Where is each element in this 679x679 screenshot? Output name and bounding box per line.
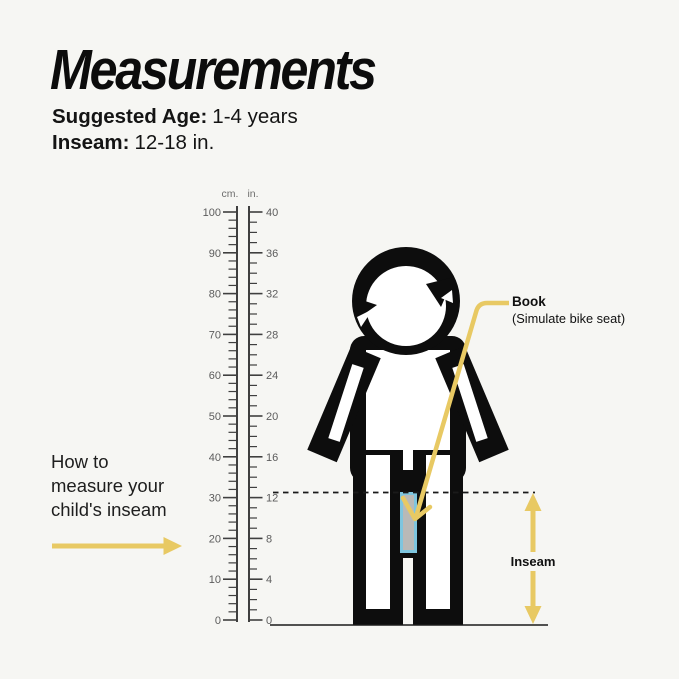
book-icon-pages [403, 495, 414, 550]
book-pointer-line [413, 300, 509, 518]
howto-text: How to measure your child's inseam [51, 450, 167, 522]
howto-line-2: measure your [51, 475, 165, 496]
cm-tick-label: 0 [215, 615, 221, 627]
cm-tick-label: 40 [209, 452, 221, 464]
figure-hair-notch-left [357, 309, 373, 327]
cm-unit-label: cm. [222, 188, 239, 200]
cm-tick-label: 80 [209, 289, 221, 301]
figure-hair-sideburn [356, 298, 377, 317]
figure-leg-left-interior [366, 455, 390, 609]
figure-hair-tuft [426, 277, 454, 307]
cm-tick-label: 60 [209, 370, 221, 382]
in-tick-label: 28 [266, 329, 278, 341]
book-callout: Book (Simulate bike seat) [512, 293, 625, 327]
arrow-right-icon [163, 537, 182, 555]
arrow-up-icon [524, 493, 542, 511]
cm-tick-label: 20 [209, 533, 221, 545]
inseam-measure-label: Inseam [506, 552, 560, 571]
in-tick-label: 20 [266, 411, 278, 423]
spec-suggested-age: Suggested Age: 1-4 years [52, 104, 298, 130]
howto-arrow [52, 537, 182, 555]
in-tick-label: 32 [266, 289, 278, 301]
in-tick-label: 24 [266, 370, 278, 382]
cm-tick-label: 50 [209, 411, 221, 423]
book-callout-title: Book [512, 294, 546, 309]
figure-hair-notch-right [441, 290, 453, 303]
page-title: Measurements [50, 38, 377, 102]
spec-inseam-value: 12-18 in. [134, 131, 215, 154]
figure-leg-right-interior [426, 455, 450, 609]
in-tick-label: 12 [266, 493, 278, 505]
cm-tick-label: 10 [209, 574, 221, 586]
in-unit-label: in. [247, 188, 258, 200]
cm-tick-label: 30 [209, 493, 221, 505]
howto-line-1: How to [51, 451, 109, 472]
in-tick-label: 36 [266, 248, 278, 260]
in-tick-label: 8 [266, 533, 272, 545]
spec-list: Suggested Age: 1-4 years Inseam: 12-18 in. [52, 104, 298, 156]
cm-tick-label: 100 [203, 207, 221, 219]
figure-arm-left-interior [328, 364, 364, 442]
book-pointer-arrowhead-icon [400, 495, 433, 522]
in-tick-label: 16 [266, 452, 278, 464]
figure-face [366, 266, 446, 346]
figure-arm-right-interior [452, 364, 488, 442]
in-tick-label: 0 [266, 615, 272, 627]
cm-tick-label: 90 [209, 248, 221, 260]
ruler: cm. in.1009080706050403020100403632282420… [203, 188, 279, 627]
spec-suggested-age-label: Suggested Age: [52, 105, 208, 128]
book-callout-subtitle: (Simulate bike seat) [512, 311, 626, 326]
in-tick-label: 40 [266, 207, 278, 219]
cm-tick-label: 70 [209, 329, 221, 341]
in-tick-label: 4 [266, 574, 272, 586]
spec-suggested-age-value: 1-4 years [212, 105, 298, 128]
spec-inseam: Inseam: 12-18 in. [52, 130, 298, 156]
child-figure [307, 247, 509, 625]
howto-line-3: child's inseam [51, 499, 167, 520]
arrow-down-icon [524, 606, 542, 624]
spec-inseam-label: Inseam: [52, 131, 130, 154]
